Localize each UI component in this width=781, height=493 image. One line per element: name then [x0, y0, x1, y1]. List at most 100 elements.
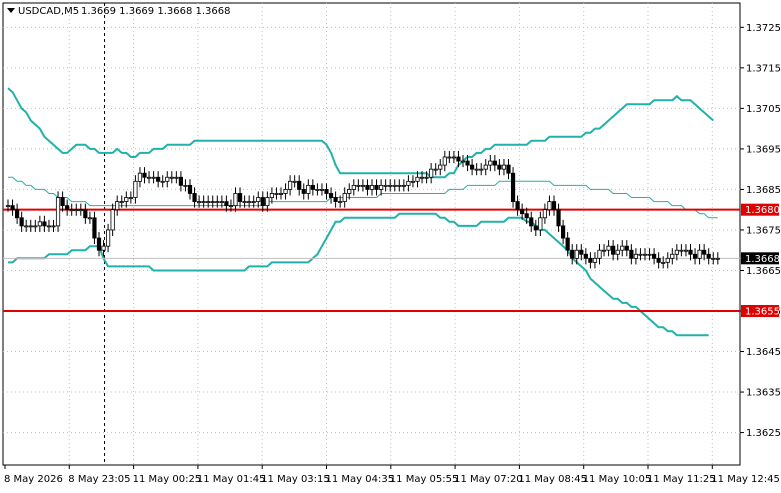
candle	[137, 167, 143, 188]
candle-body	[5, 205, 11, 208]
x-tick-label: 8 May 2026	[4, 474, 63, 485]
candle-body	[597, 249, 602, 259]
candle-body	[688, 249, 693, 255]
candle-body	[137, 172, 143, 182]
candle	[715, 252, 720, 265]
candle	[83, 203, 88, 224]
candle	[60, 191, 65, 212]
candle	[278, 187, 284, 200]
candle-body	[588, 257, 593, 263]
candle-body	[611, 245, 616, 255]
candle	[187, 179, 193, 200]
candle	[378, 179, 384, 196]
candle	[301, 183, 306, 200]
candle	[324, 183, 329, 200]
candle	[424, 171, 429, 184]
candle	[333, 191, 338, 208]
candle	[497, 159, 502, 176]
candle	[469, 159, 475, 176]
y-tick-label: 1.3685	[746, 185, 781, 196]
candle	[92, 211, 97, 245]
candle-body	[74, 209, 79, 212]
candle-body	[192, 193, 197, 202]
candle	[520, 203, 525, 220]
candle-body	[160, 180, 165, 183]
chart-header: USDCAD,M5 1.3669 1.3669 1.3668 1.3668	[7, 6, 231, 17]
candle-body	[510, 172, 516, 202]
candle-body	[206, 201, 211, 203]
candle	[529, 211, 534, 232]
candle	[570, 244, 575, 265]
candle-body	[479, 168, 484, 171]
candle-body	[465, 160, 470, 166]
candle	[652, 248, 657, 265]
candle-body	[451, 156, 457, 159]
candle-body	[65, 205, 70, 211]
candle	[133, 175, 138, 204]
candle-body	[374, 184, 379, 190]
candle-body	[60, 197, 65, 207]
candle-body	[401, 184, 406, 187]
candle	[37, 215, 42, 232]
candle	[438, 159, 443, 176]
candle-body	[219, 201, 224, 203]
candle-body	[297, 180, 302, 190]
candle-body	[151, 176, 156, 179]
candle	[287, 175, 293, 196]
candle	[415, 171, 420, 188]
candle	[583, 248, 588, 265]
candle-body	[524, 213, 529, 219]
candle-body	[392, 184, 397, 187]
candle	[620, 240, 625, 257]
candle	[33, 219, 38, 232]
candle	[215, 195, 220, 208]
plot-frame	[2, 2, 741, 466]
candle	[224, 195, 229, 212]
candle-body	[274, 193, 279, 195]
y-tick-label: 1.3715	[746, 63, 781, 74]
candle-body	[378, 184, 384, 190]
candle-body	[78, 209, 83, 212]
y-tick-label: 1.3645	[746, 347, 781, 358]
chevron-down-icon[interactable]	[7, 8, 15, 13]
candle-body	[174, 176, 179, 179]
candle	[260, 191, 265, 212]
candle	[160, 175, 165, 188]
candle-body	[283, 189, 288, 194]
candle	[679, 244, 684, 257]
candle-body	[711, 257, 716, 260]
candle	[128, 191, 133, 204]
candle-body	[624, 245, 629, 251]
candle	[315, 183, 320, 196]
candle-body	[424, 176, 429, 179]
candle-body	[429, 168, 434, 178]
candle-body	[237, 193, 243, 202]
candle	[419, 171, 425, 184]
candle-body	[319, 189, 325, 191]
candle-body	[397, 184, 402, 187]
candle-body	[483, 164, 488, 170]
candle	[74, 203, 79, 216]
price-axis[interactable]: 1.37251.37151.37051.36951.36851.36751.36…	[740, 23, 781, 439]
candle	[210, 195, 215, 208]
candle-body	[652, 253, 657, 259]
candle-body	[310, 184, 315, 190]
candle	[5, 199, 11, 212]
candle	[706, 248, 711, 265]
candle-body	[301, 189, 306, 194]
candle	[306, 179, 311, 200]
candle-body	[128, 197, 133, 199]
candle-body	[679, 249, 684, 252]
candle-body	[642, 253, 648, 256]
candle-body	[638, 253, 643, 256]
candle-body	[287, 180, 293, 190]
candle	[401, 179, 406, 192]
candle-body	[196, 201, 202, 203]
candle-body	[347, 189, 352, 194]
candle	[547, 195, 552, 216]
candle	[356, 179, 361, 192]
candle	[492, 154, 497, 172]
